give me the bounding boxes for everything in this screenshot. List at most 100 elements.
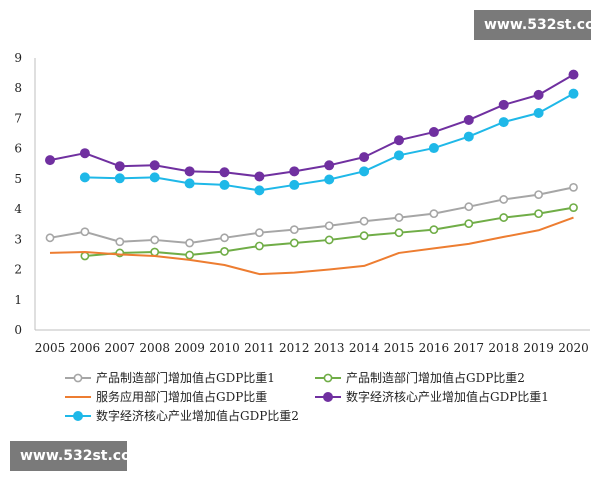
x-tick-label: 2017 [454, 341, 485, 355]
x-tick-label: 2012 [279, 341, 310, 355]
data-point [115, 237, 125, 247]
data-point [498, 99, 509, 110]
data-point [393, 150, 404, 161]
x-tick-label: 2018 [488, 341, 519, 355]
data-point [569, 203, 578, 212]
data-point [359, 216, 369, 226]
data-point [533, 108, 544, 119]
x-tick-label: 2007 [105, 341, 136, 355]
x-tick-label: 2016 [419, 341, 450, 355]
data-point [428, 143, 439, 154]
data-point [324, 235, 334, 245]
data-point [219, 167, 230, 178]
data-point [114, 173, 125, 184]
y-tick-label: 0 [14, 323, 22, 337]
y-tick-label: 6 [14, 142, 22, 156]
y-tick-label: 5 [14, 172, 22, 186]
series-2 [80, 203, 578, 261]
data-point [324, 160, 335, 171]
data-point [114, 161, 125, 172]
y-tick-label: 3 [14, 232, 22, 246]
series-line [84, 206, 574, 257]
legend-label: 数字经济核心产业增加值占GDP比重1 [346, 389, 549, 404]
legend-swatch-marker [323, 373, 333, 383]
x-tick-label: 2009 [174, 341, 205, 355]
data-point [429, 209, 439, 219]
legend-item: 产品制造部门增加值占GDP比重1 [65, 370, 275, 385]
x-tick-label: 2013 [314, 341, 345, 355]
legend-item: 数字经济核心产业增加值占GDP比重2 [65, 408, 299, 423]
data-point [80, 251, 90, 261]
data-point [394, 213, 404, 222]
data-point [150, 247, 160, 257]
data-point [150, 235, 160, 245]
data-point [464, 219, 474, 229]
data-point [254, 185, 265, 196]
legend-label: 产品制造部门增加值占GDP比重1 [96, 370, 275, 385]
data-point [184, 166, 195, 177]
data-point [568, 88, 579, 99]
data-point [289, 225, 299, 235]
data-point [79, 148, 90, 159]
series-1 [45, 182, 578, 248]
y-tick-label: 9 [14, 51, 22, 65]
data-point [289, 166, 300, 177]
y-tick-label: 8 [14, 81, 22, 95]
x-tick-label: 2014 [349, 341, 380, 355]
x-tick-label: 2019 [523, 341, 554, 355]
legend-item: 服务应用部门增加值占GDP比重 [65, 389, 267, 404]
y-tick-label: 1 [14, 293, 22, 307]
legend-label: 数字经济核心产业增加值占GDP比重2 [96, 408, 299, 423]
series-line [49, 186, 574, 244]
data-point [428, 127, 439, 138]
y-tick-label: 4 [14, 202, 22, 216]
data-point [499, 213, 509, 222]
legend: 产品制造部门增加值占GDP比重1 产品制造部门增加值占GDP比重2 服务应用部门增加… [65, 370, 549, 423]
series-3 [49, 216, 574, 276]
data-point [219, 179, 230, 190]
x-tick-label: 2010 [209, 341, 240, 355]
data-point [254, 241, 264, 251]
data-point [254, 171, 265, 182]
legend-item: 数字经济核心产业增加值占GDP比重1 [315, 389, 549, 404]
x-tick-label: 2011 [244, 341, 275, 355]
data-point [220, 233, 229, 243]
x-tick-label: 2006 [70, 341, 101, 355]
data-point [359, 152, 370, 163]
y-tick-label: 7 [14, 111, 22, 125]
data-point [149, 160, 160, 171]
data-point [429, 225, 439, 235]
x-tick-label: 2020 [558, 341, 589, 355]
data-point [289, 238, 299, 248]
x-tick-label: 2015 [384, 341, 415, 355]
y-tick-label: 2 [14, 263, 22, 277]
data-point [45, 233, 55, 243]
watermark-bottom: www.532st.com [10, 441, 145, 471]
data-point [463, 114, 474, 125]
data-point [254, 228, 264, 238]
legend-swatch-marker [73, 373, 83, 383]
series-5 [79, 88, 579, 196]
data-point [80, 227, 90, 237]
series-line [49, 73, 575, 178]
data-point [534, 209, 543, 219]
data-point [220, 247, 229, 256]
series-4 [44, 69, 579, 182]
data-point [149, 172, 160, 183]
x-tick-labels: 2005 2006 2007 2008 2009 2010 2011 2012 2013 2014… [35, 341, 589, 355]
data-point [569, 182, 578, 192]
data-point [394, 228, 404, 238]
data-point [324, 174, 335, 185]
legend-swatch-marker [73, 410, 84, 421]
data-point [184, 178, 195, 189]
legend-label: 服务应用部门增加值占GDP比重 [96, 389, 267, 404]
data-point [393, 135, 404, 146]
data-point [359, 166, 370, 177]
x-tick-label: 2008 [139, 341, 170, 355]
data-point [185, 250, 194, 260]
series-layer [44, 69, 579, 276]
data-point [359, 231, 369, 241]
series-line [49, 216, 574, 276]
